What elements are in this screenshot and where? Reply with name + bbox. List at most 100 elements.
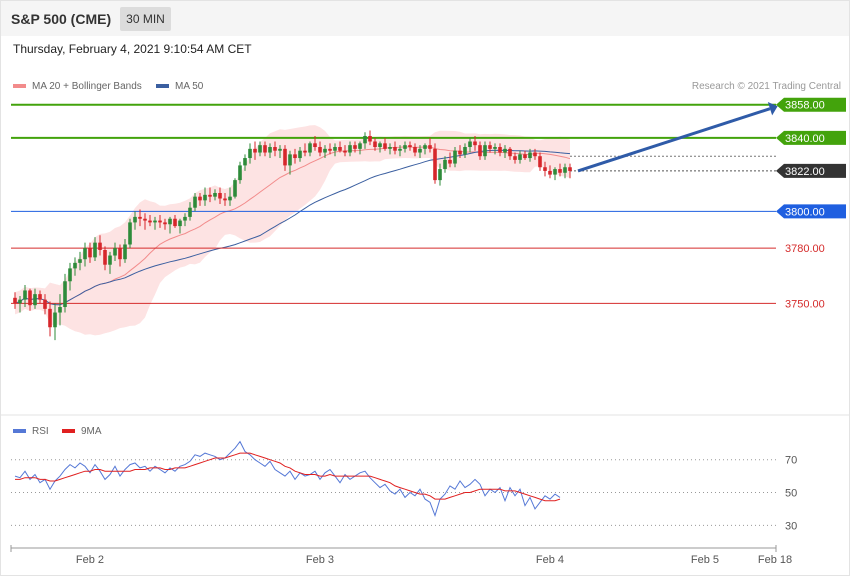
rsi-level-label: 30 bbox=[785, 520, 797, 532]
candle-body bbox=[293, 154, 297, 159]
candle-body bbox=[448, 159, 452, 164]
level-tag-2 bbox=[776, 163, 846, 178]
candle-body bbox=[368, 135, 372, 142]
candle-body bbox=[473, 141, 477, 146]
x-tick-label: Feb 2 bbox=[76, 554, 104, 566]
candle-body bbox=[323, 148, 327, 153]
candle-body bbox=[338, 147, 342, 151]
ma50-line bbox=[14, 149, 571, 306]
legend-ma20-label: MA 20 + Bollinger Bands bbox=[32, 81, 142, 92]
candle-body bbox=[568, 167, 572, 171]
candle-body bbox=[173, 218, 177, 227]
candle-body bbox=[233, 180, 237, 197]
candle-body bbox=[378, 143, 382, 148]
candle-body bbox=[493, 147, 497, 149]
candle-body bbox=[388, 147, 392, 149]
level-label-0: 3858.00 bbox=[785, 100, 825, 112]
candle-body bbox=[63, 281, 67, 308]
legend-ma50: MA 50 bbox=[156, 81, 203, 92]
candle-body bbox=[228, 196, 232, 201]
candle-body bbox=[263, 145, 267, 153]
level-tag-0 bbox=[776, 97, 846, 112]
candle-body bbox=[308, 143, 312, 153]
projection-arrow-head bbox=[767, 102, 778, 116]
candle-body bbox=[553, 169, 557, 175]
rsi-line bbox=[14, 440, 561, 518]
candle-body bbox=[508, 148, 512, 157]
candle-body bbox=[528, 152, 532, 159]
candle-body bbox=[283, 148, 287, 166]
candle-body bbox=[143, 218, 147, 221]
candle-body bbox=[403, 145, 407, 149]
rsi-ma-line bbox=[15, 452, 561, 502]
candle-body bbox=[398, 148, 402, 151]
candle-body bbox=[438, 169, 442, 181]
candle-body bbox=[238, 165, 242, 181]
candle-body bbox=[303, 150, 307, 153]
level-label-3: 3800.00 bbox=[785, 206, 825, 218]
candle-body bbox=[193, 196, 197, 208]
legend-ma50-label: MA 50 bbox=[175, 81, 204, 92]
candle-body bbox=[543, 167, 547, 171]
x-tick-label: Feb 3 bbox=[306, 554, 334, 566]
candle-body bbox=[183, 216, 187, 221]
x-tick-label: Feb 18 bbox=[758, 554, 792, 566]
candle-body bbox=[78, 259, 82, 263]
candle-body bbox=[258, 145, 262, 153]
candle-body bbox=[298, 150, 302, 159]
candle-body bbox=[483, 145, 487, 157]
candle-body bbox=[328, 148, 332, 151]
candle-body bbox=[18, 299, 22, 304]
candle-body bbox=[248, 148, 252, 159]
candle-body bbox=[113, 248, 117, 256]
instrument-title: S&P 500 (CME) bbox=[11, 11, 112, 27]
ma50-swatch bbox=[156, 84, 169, 89]
candle-body bbox=[38, 294, 42, 300]
candle-body bbox=[33, 294, 37, 306]
rsi-level-label: 50 bbox=[785, 488, 797, 500]
candle-body bbox=[268, 147, 272, 153]
candle-body bbox=[243, 158, 247, 166]
candle-body bbox=[443, 159, 447, 170]
candle-body bbox=[343, 150, 347, 153]
level-label-1: 3840.00 bbox=[785, 133, 825, 145]
candle-body bbox=[563, 167, 567, 173]
candle-body bbox=[533, 152, 537, 157]
candle-body bbox=[413, 147, 417, 153]
rsi-level-label: 70 bbox=[785, 455, 797, 467]
candle-body bbox=[558, 169, 562, 173]
candle-body bbox=[123, 244, 127, 260]
candle-body bbox=[108, 255, 112, 265]
candle-body bbox=[353, 145, 357, 149]
candle-body bbox=[348, 145, 352, 153]
candle-body bbox=[68, 268, 72, 282]
level-label-5: 3750.00 bbox=[785, 298, 825, 310]
candle-body bbox=[488, 145, 492, 149]
candle-body bbox=[148, 220, 152, 223]
candle-body bbox=[518, 154, 522, 160]
candle-body bbox=[383, 143, 387, 149]
chart-header: S&P 500 (CME) 30 MIN bbox=[1, 1, 849, 36]
candle-body bbox=[203, 194, 207, 201]
candle-body bbox=[73, 262, 77, 269]
candle-body bbox=[318, 147, 322, 153]
legend-ma20: MA 20 + Bollinger Bands bbox=[13, 81, 142, 92]
legend-rsi-ma-label: 9MA bbox=[81, 426, 102, 437]
candle-body bbox=[423, 145, 427, 149]
level-label-4: 3780.00 bbox=[785, 243, 825, 255]
candle-body bbox=[428, 145, 432, 149]
x-tick-label: Feb 5 bbox=[691, 554, 719, 566]
candle-body bbox=[53, 312, 57, 328]
candle-body bbox=[103, 250, 107, 265]
candle-body bbox=[168, 218, 172, 225]
legend-rsi-ma: 9MA bbox=[62, 426, 102, 437]
candle-body bbox=[188, 207, 192, 217]
candle-body bbox=[478, 145, 482, 157]
candle-body bbox=[93, 242, 97, 258]
level-tag-1 bbox=[776, 130, 846, 145]
candle-body bbox=[253, 148, 257, 153]
timeframe-badge[interactable]: 30 MIN bbox=[120, 7, 171, 31]
candle-body bbox=[453, 150, 457, 164]
candle-body bbox=[458, 150, 462, 155]
